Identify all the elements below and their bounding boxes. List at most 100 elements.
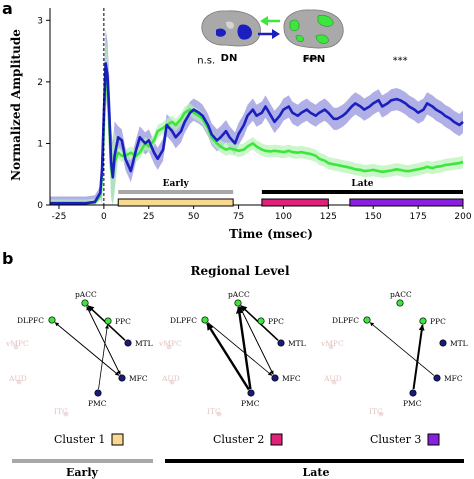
series-lines (50, 62, 464, 205)
node-dlpfc (363, 316, 371, 324)
early-period-bar (12, 459, 153, 463)
node-ppc (257, 317, 265, 325)
node-label-pacc: pACC (75, 290, 97, 299)
x-tick-label: 200 (454, 212, 471, 222)
y-ticks: 0 1 2 3 (37, 16, 50, 211)
network-cluster-3: vMPC AUD ITC DLPFC pACC PPC MTL MFC PMC (320, 290, 468, 417)
x-tick-label: 25 (143, 212, 154, 222)
x-tick-label: 75 (233, 212, 244, 222)
late-period-label: Late (303, 466, 330, 479)
node-label-mtl: MTL (450, 339, 468, 348)
cluster-3-swatch (427, 433, 440, 446)
network-inset: DN FPN (201, 9, 344, 65)
node-label-pmc: PMC (403, 399, 422, 408)
series-line-fpn (50, 68, 464, 205)
x-tick-label: -25 (52, 212, 67, 222)
fpn-to-dn-arrow (260, 16, 280, 26)
cluster-3-window (349, 198, 464, 207)
ghost-node (331, 379, 337, 385)
ghost-node-label: AUD (161, 374, 180, 383)
cluster-2-window (261, 198, 329, 207)
ghost-node-label: AUD (323, 374, 342, 383)
x-tick-label: 175 (410, 212, 427, 222)
time-window-bars: Early Late (117, 179, 464, 207)
cluster-2-label: Cluster 2 (213, 433, 264, 446)
node-label-pmc: PMC (241, 399, 260, 408)
cluster-3-label: Cluster 3 (370, 433, 421, 446)
cluster-1-label: Cluster 1 (54, 433, 105, 446)
cluster-3-legend: Cluster 3 (370, 433, 440, 446)
dn-label: DN (221, 53, 238, 64)
node-ppc (104, 317, 112, 325)
cluster-2-swatch (270, 433, 283, 446)
node-label-mfc: MFC (444, 374, 463, 383)
node-label-pacc: pACC (390, 290, 412, 299)
ghost-node-label: ITC (369, 407, 383, 416)
significance-label: *** (303, 55, 318, 66)
late-window-bar (261, 190, 463, 194)
dn-to-fpn-arrow (258, 29, 280, 39)
ghost-node-label: AUD (8, 374, 27, 383)
node-pmc (94, 389, 102, 397)
ghost-node (13, 344, 19, 350)
node-dlpfc (48, 316, 56, 324)
x-tick-label: 50 (188, 212, 200, 222)
fpn-label: FPN (303, 54, 326, 65)
significance-label: n.s. (197, 55, 215, 66)
ghost-node-label: vMPC (5, 339, 29, 348)
connection-arrow (98, 324, 109, 390)
node-label-ppc: PPC (115, 317, 131, 326)
node-label-pacc: pACC (228, 290, 250, 299)
node-label-dlpfc: DLPFC (332, 316, 359, 325)
fpn-brain-icon (283, 9, 344, 49)
panel-letter-b: b (2, 249, 13, 268)
connection-arrow (369, 322, 435, 376)
early-window-label: Early (163, 179, 190, 189)
node-label-ppc: PPC (430, 317, 446, 326)
significance-annotations: n.s. *** *** (197, 55, 407, 66)
node-label-mfc: MFC (282, 374, 301, 383)
ghost-node-label: vMPC (158, 339, 182, 348)
panel-letter-a: a (2, 0, 13, 18)
ghost-node (378, 411, 384, 417)
connection-arrow (206, 322, 250, 391)
ghost-node-label: ITC (207, 407, 221, 416)
node-label-pmc: PMC (88, 399, 107, 408)
node-pmc (247, 389, 255, 397)
early-window-bar (118, 190, 234, 194)
network-cluster-1: vMPC AUD ITC DLPFC pACC PPC MTL MFC PMC (5, 290, 153, 417)
ghost-node (16, 379, 22, 385)
y-tick-label: 2 (37, 78, 43, 88)
node-label-ppc: PPC (268, 317, 284, 326)
late-window-label: Late (351, 179, 373, 189)
confidence-bands (50, 29, 463, 206)
time-course-chart: -25 0 25 50 75 100 125 150 175 200 0 1 2 3 n.s. *** **… (9, 8, 472, 241)
x-tick-label: 0 (101, 212, 107, 222)
ghost-node (63, 411, 69, 417)
ghost-node-label: vMPC (320, 339, 344, 348)
node-mfc (433, 374, 441, 382)
x-tick-label: 125 (320, 212, 337, 222)
node-label-mtl: MTL (135, 339, 153, 348)
cluster-1-legend: Cluster 1 (54, 433, 124, 446)
node-label-dlpfc: DLPFC (170, 316, 197, 325)
cluster-1-swatch (111, 433, 124, 446)
node-mtl (277, 339, 285, 347)
node-pacc (234, 299, 242, 307)
band-dn (50, 29, 463, 205)
dn-brain-icon (201, 10, 261, 47)
y-tick-label: 1 (37, 139, 43, 149)
early-period-label: Early (66, 466, 98, 479)
regional-title: Regional Level (190, 264, 289, 278)
node-label-mfc: MFC (129, 374, 148, 383)
connection-arrow (207, 322, 273, 376)
regional-networks: vMPC AUD ITC DLPFC pACC PPC MTL MFC PMC vMPC AUD IT… (5, 290, 468, 417)
connection-arrow (235, 306, 252, 390)
y-axis-label: Normalized Amplitude (9, 29, 23, 181)
connection-arrow (239, 306, 274, 375)
x-tick-label: 150 (365, 212, 382, 222)
ghost-node-label: ITC (54, 407, 68, 416)
node-ppc (419, 317, 427, 325)
connection-arrow (412, 324, 425, 390)
